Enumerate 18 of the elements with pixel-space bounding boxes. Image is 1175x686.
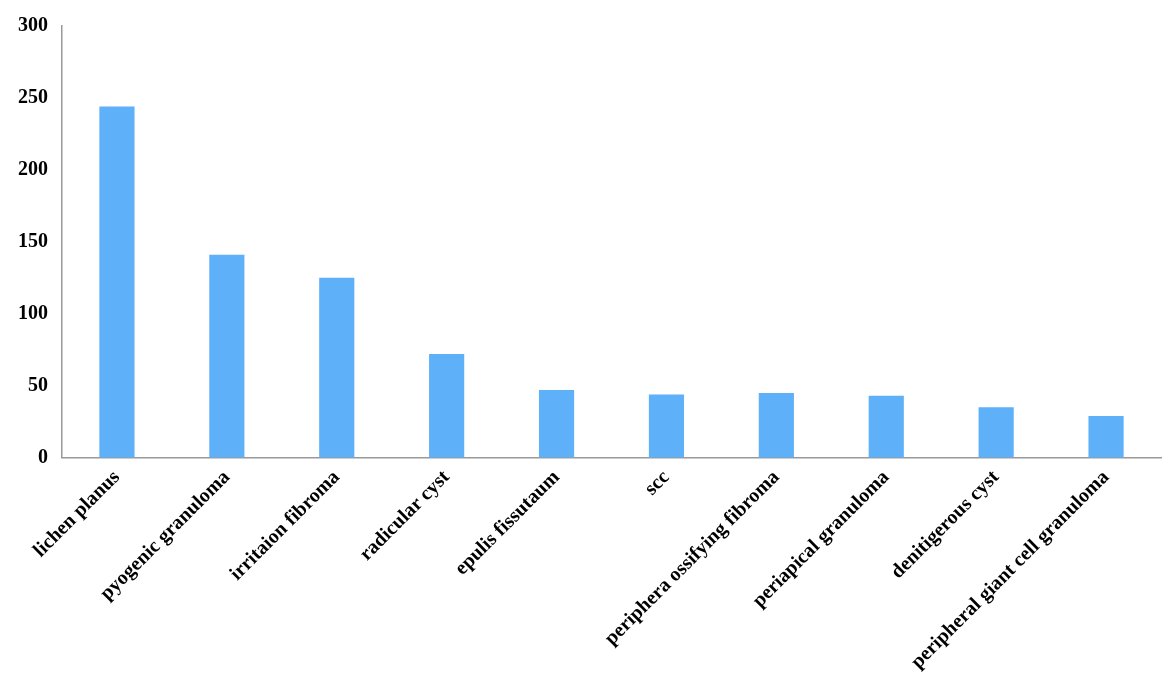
y-tick-label: 300 — [18, 13, 48, 36]
y-tick-label: 250 — [18, 85, 48, 108]
y-tick-label: 150 — [18, 229, 48, 252]
bar — [978, 407, 1014, 458]
bar — [648, 394, 685, 458]
y-tick-label: 100 — [18, 300, 48, 323]
bar — [319, 277, 355, 458]
x-tick-label: scc — [639, 465, 674, 499]
bar — [758, 392, 794, 458]
bar — [538, 390, 575, 458]
bar — [1088, 416, 1124, 458]
bar — [99, 106, 135, 458]
y-tick-label: 200 — [18, 157, 48, 180]
bar — [209, 254, 245, 458]
y-tick-label: 0 — [38, 444, 48, 467]
bar — [868, 395, 904, 458]
bar — [429, 354, 465, 458]
y-tick-label: 50 — [28, 372, 48, 395]
